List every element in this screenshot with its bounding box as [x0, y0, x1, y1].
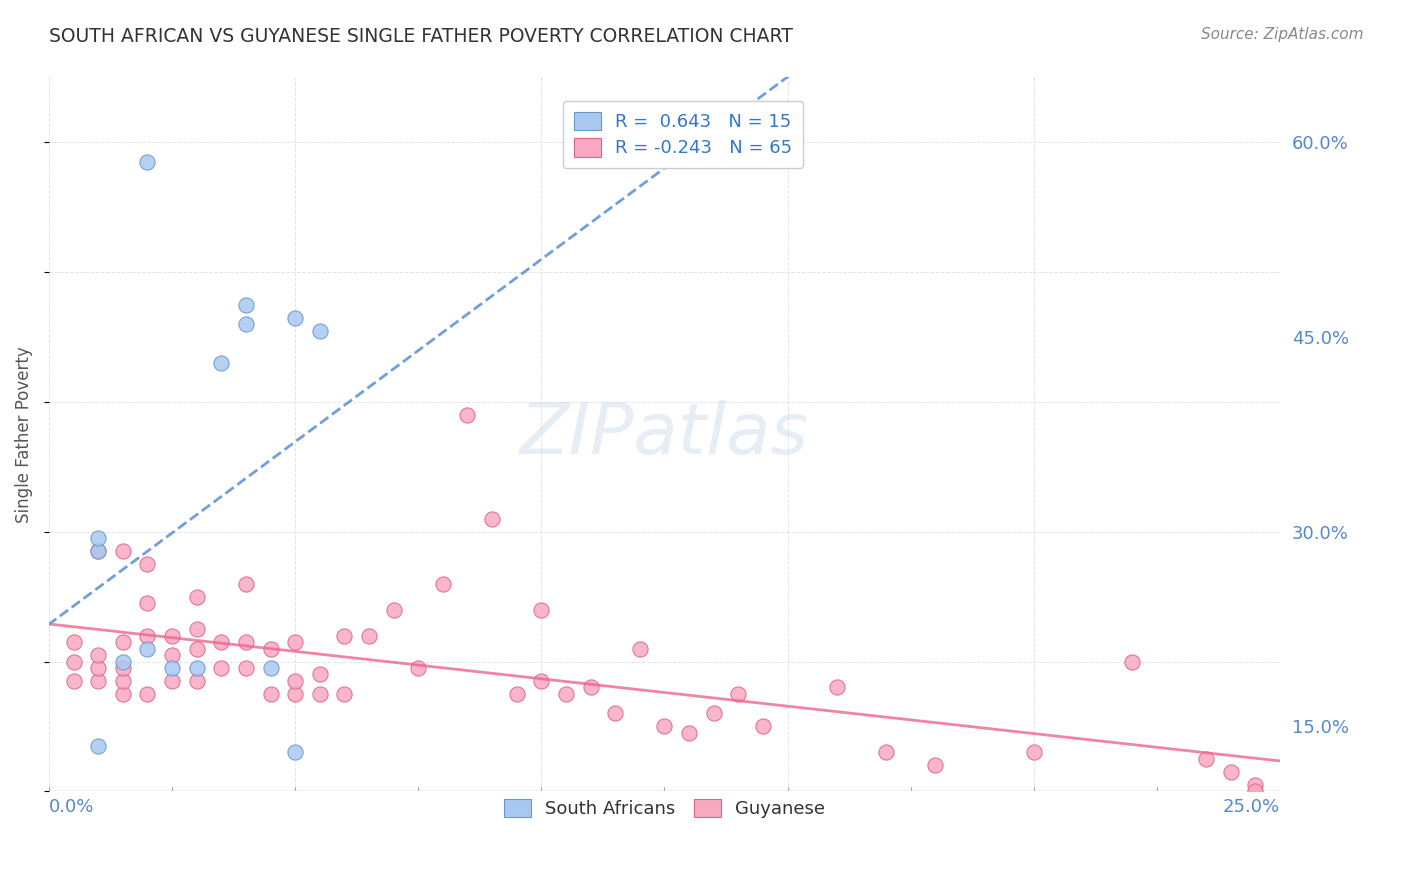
Point — [160, 661, 183, 675]
Point — [62, 635, 84, 649]
Point — [235, 317, 257, 331]
Point — [530, 602, 553, 616]
Point — [87, 531, 110, 545]
Point — [357, 628, 380, 642]
Point — [111, 635, 134, 649]
Point — [308, 687, 330, 701]
Point — [136, 154, 159, 169]
Point — [136, 596, 159, 610]
Point — [160, 648, 183, 662]
Point — [111, 544, 134, 558]
Point — [456, 408, 478, 422]
Text: ZIPatlas: ZIPatlas — [520, 400, 808, 469]
Point — [1244, 784, 1267, 798]
Point — [579, 681, 602, 695]
Point — [160, 628, 183, 642]
Point — [875, 745, 897, 759]
Y-axis label: Single Father Poverty: Single Father Poverty — [15, 346, 32, 523]
Point — [530, 673, 553, 688]
Point — [284, 673, 307, 688]
Point — [825, 681, 848, 695]
Point — [235, 576, 257, 591]
Point — [1244, 804, 1267, 818]
Point — [924, 758, 946, 772]
Point — [333, 687, 356, 701]
Point — [1219, 764, 1241, 779]
Point — [62, 673, 84, 688]
Point — [62, 655, 84, 669]
Point — [111, 661, 134, 675]
Point — [703, 706, 725, 721]
Point — [136, 641, 159, 656]
Point — [1121, 655, 1143, 669]
Point — [284, 310, 307, 325]
Text: Source: ZipAtlas.com: Source: ZipAtlas.com — [1201, 27, 1364, 42]
Point — [259, 661, 281, 675]
Point — [752, 719, 775, 733]
Point — [481, 512, 503, 526]
Point — [87, 544, 110, 558]
Point — [308, 667, 330, 681]
Point — [87, 544, 110, 558]
Point — [628, 641, 651, 656]
Point — [333, 628, 356, 642]
Point — [209, 635, 232, 649]
Point — [87, 661, 110, 675]
Point — [186, 673, 208, 688]
Point — [678, 726, 700, 740]
Point — [87, 739, 110, 753]
Point — [136, 687, 159, 701]
Point — [87, 648, 110, 662]
Legend: South Africans, Guyanese: South Africans, Guyanese — [496, 791, 832, 825]
Point — [235, 297, 257, 311]
Point — [111, 687, 134, 701]
Point — [1195, 752, 1218, 766]
Point — [1022, 745, 1045, 759]
Point — [186, 661, 208, 675]
Point — [406, 661, 429, 675]
Point — [605, 706, 627, 721]
Text: 25.0%: 25.0% — [1223, 797, 1279, 816]
Point — [186, 641, 208, 656]
Point — [382, 602, 405, 616]
Point — [186, 622, 208, 636]
Point — [209, 661, 232, 675]
Point — [308, 324, 330, 338]
Point — [111, 673, 134, 688]
Point — [259, 641, 281, 656]
Point — [235, 661, 257, 675]
Point — [727, 687, 749, 701]
Point — [284, 687, 307, 701]
Point — [160, 673, 183, 688]
Point — [136, 628, 159, 642]
Text: SOUTH AFRICAN VS GUYANESE SINGLE FATHER POVERTY CORRELATION CHART: SOUTH AFRICAN VS GUYANESE SINGLE FATHER … — [49, 27, 793, 45]
Point — [284, 745, 307, 759]
Point — [136, 557, 159, 571]
Point — [654, 719, 676, 733]
Point — [555, 687, 578, 701]
Point — [209, 356, 232, 370]
Point — [284, 635, 307, 649]
Point — [259, 687, 281, 701]
Point — [87, 673, 110, 688]
Point — [111, 655, 134, 669]
Point — [432, 576, 454, 591]
Text: 0.0%: 0.0% — [49, 797, 94, 816]
Point — [506, 687, 529, 701]
Point — [235, 635, 257, 649]
Point — [186, 590, 208, 604]
Point — [1244, 778, 1267, 792]
